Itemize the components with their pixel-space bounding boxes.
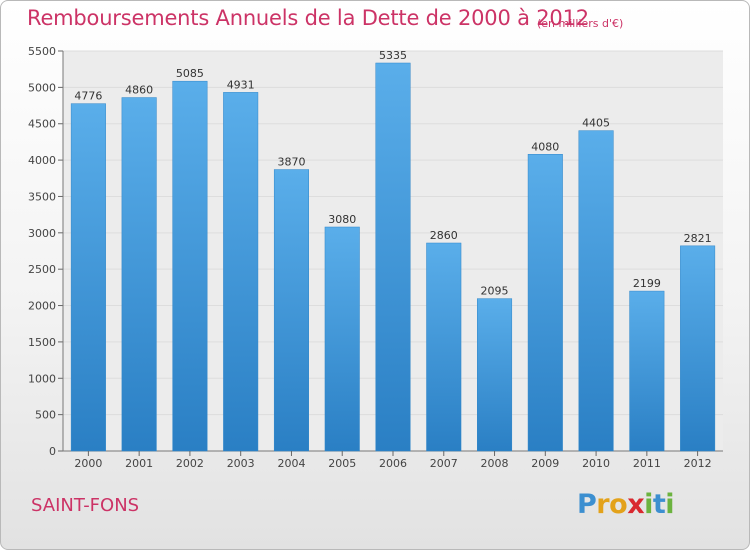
brand-letter: P [577, 489, 597, 520]
x-tick-label: 2004 [277, 457, 305, 470]
bar [426, 242, 462, 452]
brand-letter: o [609, 489, 628, 520]
brand-letter: i [665, 489, 675, 520]
x-tick-label: 2002 [176, 457, 204, 470]
x-tick-label: 2006 [379, 457, 407, 470]
x-tick-label: 2011 [633, 457, 661, 470]
bar [172, 80, 208, 452]
brand-letter: x [627, 489, 645, 520]
bar [273, 169, 309, 452]
bar [477, 298, 513, 452]
bar [578, 130, 614, 452]
bar-value-label: 3870 [277, 156, 305, 169]
x-tick-label: 2007 [430, 457, 458, 470]
bar [121, 97, 157, 452]
proxiti-logo: Proxiti [577, 489, 675, 520]
x-tick-label: 2009 [531, 457, 559, 470]
bar-value-label: 5335 [379, 49, 407, 62]
chart-subtitle: (en milliers d'€) [537, 17, 624, 30]
bar-value-label: 2199 [633, 277, 661, 290]
x-tick-label: 2003 [227, 457, 255, 470]
y-tick-label: 5500 [28, 45, 56, 58]
bar [680, 245, 716, 452]
y-tick-label: 3500 [28, 190, 56, 203]
bar [375, 62, 411, 452]
bar-value-label: 3080 [328, 213, 356, 226]
bar-value-label: 4405 [582, 117, 610, 130]
brand-letter: r [596, 489, 610, 520]
bar-value-label: 2095 [481, 285, 509, 298]
x-tick-label: 2010 [582, 457, 610, 470]
place-name: SAINT-FONS [31, 495, 140, 516]
x-tick-label: 2000 [74, 457, 102, 470]
bar [629, 290, 665, 452]
bar-value-label: 4860 [125, 84, 153, 97]
x-tick-label: 2005 [328, 457, 356, 470]
y-tick-label: 1500 [28, 336, 56, 349]
bar [70, 103, 106, 452]
y-tick-label: 4000 [28, 154, 56, 167]
bar [324, 226, 360, 452]
bar [223, 92, 259, 452]
x-tick-label: 2012 [684, 457, 712, 470]
y-tick-label: 2500 [28, 263, 56, 276]
x-tick-label: 2008 [481, 457, 509, 470]
bar-value-label: 2860 [430, 229, 458, 242]
bar-value-label: 4931 [227, 78, 255, 91]
bar-value-label: 2821 [684, 232, 712, 245]
brand-letter: i [644, 489, 653, 520]
y-tick-label: 1000 [28, 372, 56, 385]
y-tick-label: 3000 [28, 227, 56, 240]
y-tick-label: 5000 [28, 81, 56, 94]
y-tick-label: 4500 [28, 118, 56, 131]
bar-value-label: 4080 [531, 140, 559, 153]
bar-value-label: 4776 [74, 90, 102, 103]
y-tick-label: 2000 [28, 300, 56, 313]
x-tick-label: 2001 [125, 457, 153, 470]
bar [527, 154, 563, 452]
y-tick-label: 500 [35, 409, 56, 422]
y-tick-label: 0 [49, 445, 56, 458]
chart-title: Remboursements Annuels de la Dette de 20… [27, 6, 589, 30]
brand-letter: t [652, 489, 666, 520]
bar-value-label: 5085 [176, 67, 204, 80]
